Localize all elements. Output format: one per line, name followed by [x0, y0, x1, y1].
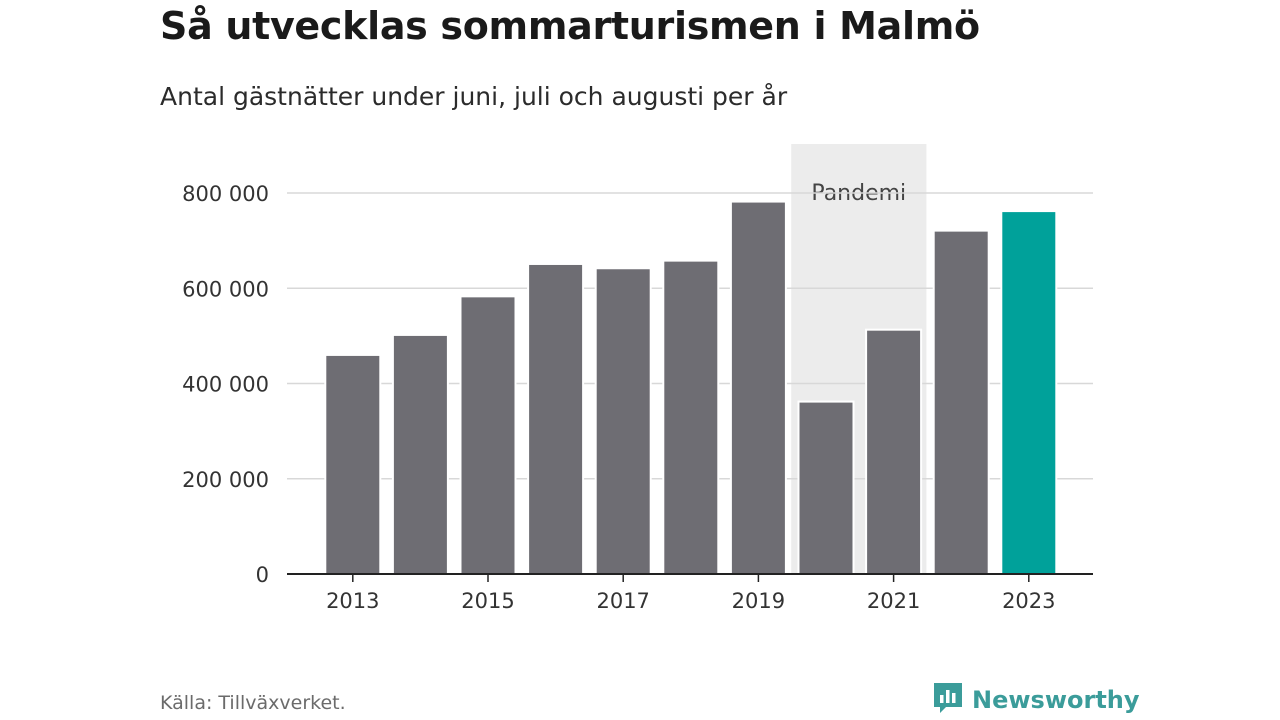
bar-2023 — [1000, 210, 1058, 575]
bar-2022 — [932, 229, 990, 575]
x-tick-label: 2021 — [867, 589, 920, 613]
tick-labels: 0 200 000 400 000 600 000 800 000 2013 2015 201… — [182, 182, 1055, 613]
y-tick-label: 400 000 — [182, 373, 269, 397]
bar-2018 — [662, 259, 720, 575]
bar-2016 — [527, 262, 585, 575]
x-tick-label: 2019 — [732, 589, 785, 613]
bar-2015 — [459, 295, 517, 575]
chart-title: Så utvecklas sommarturismen i Malmö — [160, 4, 980, 48]
x-tick-label: 2013 — [326, 589, 379, 613]
x-tick-label: 2017 — [596, 589, 649, 613]
bars — [324, 200, 1058, 575]
y-tick-label: 600 000 — [182, 277, 269, 301]
x-tick-label: 2023 — [1002, 589, 1055, 613]
x-tick-label: 2015 — [461, 589, 514, 613]
newsworthy-logo-icon — [932, 681, 964, 719]
brand-name: Newsworthy — [972, 686, 1140, 714]
bar-2020 — [797, 400, 855, 575]
bar-2021 — [865, 328, 923, 575]
bar-2013 — [324, 353, 382, 575]
y-tick-label: 200 000 — [182, 468, 269, 492]
bar-2019 — [729, 200, 787, 575]
chart-subtitle: Antal gästnätter under juni, juli och au… — [160, 82, 788, 111]
bar-2014 — [391, 333, 449, 575]
y-tick-label: 800 000 — [182, 182, 269, 206]
y-tick-label: 0 — [256, 563, 269, 587]
axes — [287, 573, 1093, 582]
source-note: Källa: Tillväxverket. — [160, 692, 346, 714]
brand-logo: Newsworthy — [932, 682, 1140, 718]
bar-2017 — [594, 267, 652, 575]
